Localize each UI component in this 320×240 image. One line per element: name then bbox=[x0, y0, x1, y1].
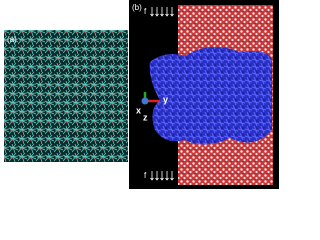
network-image bbox=[4, 30, 128, 162]
panel-b: (b) f f y x z bbox=[129, 0, 279, 189]
force-arrows bbox=[150, 171, 174, 181]
panel-label: (b) bbox=[132, 3, 142, 12]
axis-label: x bbox=[136, 105, 141, 115]
panel-a: (a) bbox=[4, 30, 128, 162]
axis-label: z bbox=[143, 112, 148, 122]
polymer-region bbox=[149, 46, 272, 145]
panel-label: (a) bbox=[7, 35, 17, 44]
z-axis-arrow bbox=[141, 97, 149, 105]
axis-label: y bbox=[163, 94, 168, 104]
force-label: f bbox=[144, 171, 147, 180]
force-arrows bbox=[150, 7, 174, 17]
force-label: f bbox=[144, 7, 147, 16]
figure: (a) (b) f f y x z bbox=[4, 0, 279, 189]
axis-triad: y x z bbox=[136, 92, 168, 122]
